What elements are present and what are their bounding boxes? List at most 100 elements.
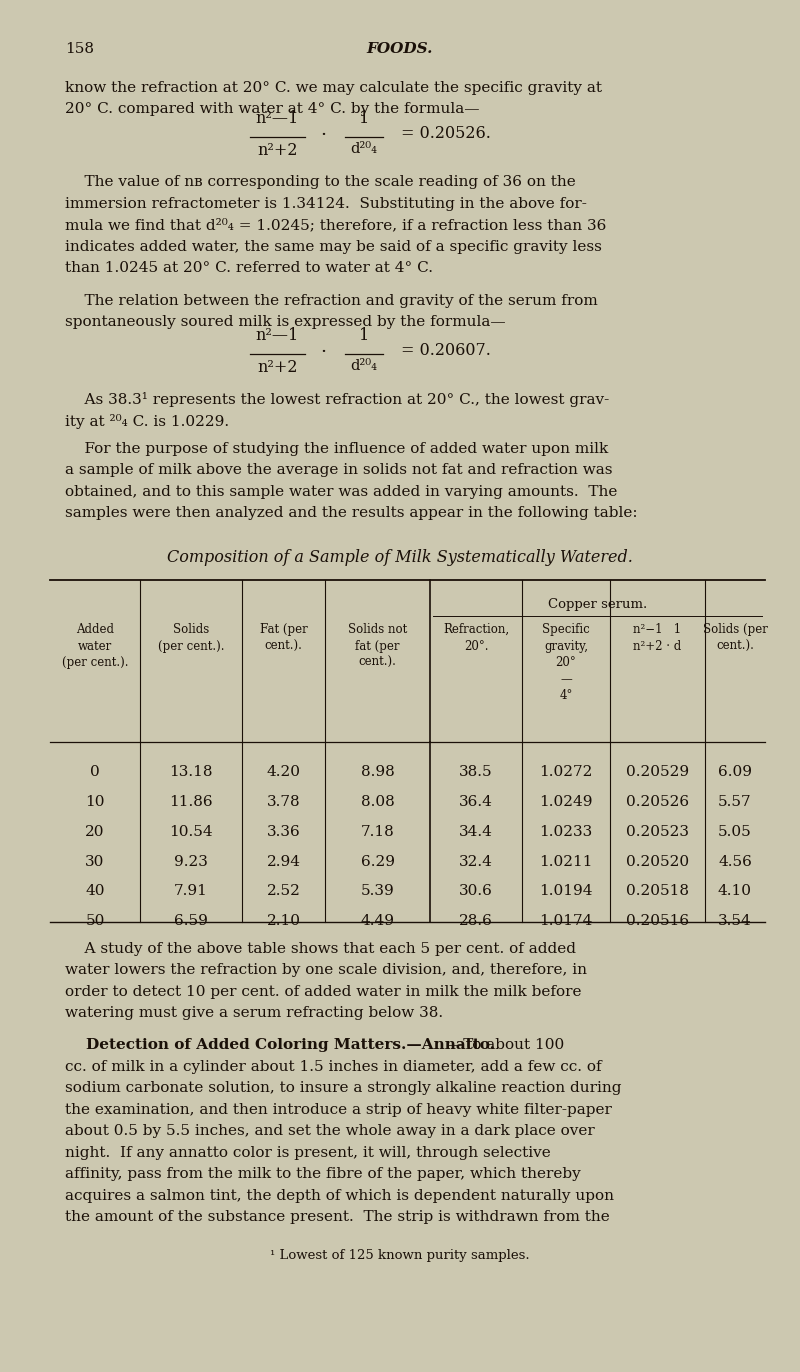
Text: 4.10: 4.10 [718, 885, 752, 899]
Text: 2.94: 2.94 [266, 855, 301, 868]
Text: 6.29: 6.29 [361, 855, 394, 868]
Text: 4.56: 4.56 [718, 855, 752, 868]
Text: 0.20526: 0.20526 [626, 794, 689, 809]
Text: d²⁰₄: d²⁰₄ [350, 141, 378, 155]
Text: (per cent.).: (per cent.). [158, 639, 224, 653]
Text: 7.18: 7.18 [361, 825, 394, 838]
Text: —To about 100: —To about 100 [448, 1039, 564, 1052]
Text: The value of nʙ corresponding to the scale reading of 36 on the: The value of nʙ corresponding to the sca… [65, 176, 576, 189]
Text: 5.39: 5.39 [361, 885, 394, 899]
Text: 20° C. compared with water at 4° C. by the formula—: 20° C. compared with water at 4° C. by t… [65, 102, 479, 117]
Text: night.  If any annatto color is present, it will, through selective: night. If any annatto color is present, … [65, 1146, 550, 1159]
Text: A study of the above table shows that each 5 per cent. of added: A study of the above table shows that ea… [65, 941, 576, 956]
Text: As 38.3¹ represents the lowest refraction at 20° C., the lowest grav-: As 38.3¹ represents the lowest refractio… [65, 392, 610, 407]
Text: 1.0211: 1.0211 [539, 855, 593, 868]
Text: 20°.: 20°. [464, 639, 488, 653]
Text: 4.20: 4.20 [266, 766, 301, 779]
Text: know the refraction at 20° C. we may calculate the specific gravity at: know the refraction at 20° C. we may cal… [65, 81, 602, 95]
Text: = 0.20607.: = 0.20607. [401, 342, 491, 359]
Text: ity at ²⁰₄ C. is 1.0229.: ity at ²⁰₄ C. is 1.0229. [65, 414, 229, 429]
Text: cent.).: cent.). [265, 639, 302, 653]
Text: samples were then analyzed and the results appear in the following table:: samples were then analyzed and the resul… [65, 506, 638, 520]
Text: 6.09: 6.09 [718, 766, 752, 779]
Text: 40: 40 [86, 885, 105, 899]
Text: 2.10: 2.10 [266, 914, 301, 929]
Text: 3.78: 3.78 [266, 794, 300, 809]
Text: 3.36: 3.36 [266, 825, 300, 838]
Text: n²—1: n²—1 [256, 110, 299, 126]
Text: 4°: 4° [559, 689, 573, 702]
Text: Copper serum.: Copper serum. [548, 598, 647, 611]
Text: 1: 1 [359, 327, 369, 344]
Text: cc. of milk in a cylinder about 1.5 inches in diameter, add a few cc. of: cc. of milk in a cylinder about 1.5 inch… [65, 1059, 602, 1074]
Text: Added: Added [76, 623, 114, 637]
Text: 50: 50 [86, 914, 105, 929]
Text: n²−1   1: n²−1 1 [634, 623, 682, 637]
Text: The relation between the refraction and gravity of the serum from: The relation between the refraction and … [65, 294, 598, 307]
Text: Specific: Specific [542, 623, 590, 637]
Text: n²+2: n²+2 [258, 141, 298, 159]
Text: 10: 10 [86, 794, 105, 809]
Text: 0.20516: 0.20516 [626, 914, 689, 929]
Text: 0.20520: 0.20520 [626, 855, 689, 868]
Text: 34.4: 34.4 [459, 825, 493, 838]
Text: 1.0272: 1.0272 [539, 766, 593, 779]
Text: watering must give a serum refracting below 38.: watering must give a serum refracting be… [65, 1006, 443, 1021]
Text: 1: 1 [359, 110, 369, 126]
Text: 4.49: 4.49 [361, 914, 394, 929]
Text: Detection of Added Coloring Matters.—Annatto.: Detection of Added Coloring Matters.—Ann… [65, 1039, 495, 1052]
Text: 0.20518: 0.20518 [626, 885, 689, 899]
Text: —: — [560, 672, 572, 686]
Text: ·: · [320, 126, 326, 144]
Text: 20°: 20° [556, 656, 576, 670]
Text: Solids (per: Solids (per [702, 623, 767, 637]
Text: 11.86: 11.86 [169, 794, 213, 809]
Text: n²—1: n²—1 [256, 327, 299, 344]
Text: 30.6: 30.6 [459, 885, 493, 899]
Text: 9.23: 9.23 [174, 855, 208, 868]
Text: n²+2: n²+2 [258, 358, 298, 376]
Text: 38.5: 38.5 [459, 766, 493, 779]
Text: ¹ Lowest of 125 known purity samples.: ¹ Lowest of 125 known purity samples. [270, 1249, 530, 1262]
Text: 20: 20 [86, 825, 105, 838]
Text: cent.).: cent.). [358, 656, 397, 670]
Text: 1.0233: 1.0233 [539, 825, 593, 838]
Text: 32.4: 32.4 [459, 855, 493, 868]
Text: Solids not: Solids not [348, 623, 407, 637]
Text: obtained, and to this sample water was added in varying amounts.  The: obtained, and to this sample water was a… [65, 484, 618, 499]
Text: indicates added water, the same may be said of a specific gravity less: indicates added water, the same may be s… [65, 240, 602, 254]
Text: FOODS.: FOODS. [367, 43, 433, 56]
Text: 10.54: 10.54 [169, 825, 213, 838]
Text: 1.0174: 1.0174 [539, 914, 593, 929]
Text: 30: 30 [86, 855, 105, 868]
Text: ·: · [320, 343, 326, 361]
Text: a sample of milk above the average in solids not fat and refraction was: a sample of milk above the average in so… [65, 464, 613, 477]
Text: water lowers the refraction by one scale division, and, therefore, in: water lowers the refraction by one scale… [65, 963, 587, 977]
Text: 2.52: 2.52 [266, 885, 301, 899]
Text: than 1.0245 at 20° C. referred to water at 4° C.: than 1.0245 at 20° C. referred to water … [65, 261, 433, 276]
Text: 1.0249: 1.0249 [539, 794, 593, 809]
Text: Composition of a Sample of Milk Systematically Watered.: Composition of a Sample of Milk Systemat… [167, 549, 633, 567]
Text: about 0.5 by 5.5 inches, and set the whole away in a dark place over: about 0.5 by 5.5 inches, and set the who… [65, 1125, 594, 1139]
Text: acquires a salmon tint, the depth of which is dependent naturally upon: acquires a salmon tint, the depth of whi… [65, 1190, 614, 1203]
Text: 3.54: 3.54 [718, 914, 752, 929]
Text: 7.91: 7.91 [174, 885, 208, 899]
Text: immersion refractometer is 1.34124.  Substituting in the above for-: immersion refractometer is 1.34124. Subs… [65, 196, 587, 211]
Text: 5.57: 5.57 [718, 794, 752, 809]
Text: mula we find that d²⁰₄ = 1.0245; therefore, if a refraction less than 36: mula we find that d²⁰₄ = 1.0245; therefo… [65, 218, 606, 232]
Text: Fat (per: Fat (per [260, 623, 307, 637]
Text: 0.20523: 0.20523 [626, 825, 689, 838]
Text: d²⁰₄: d²⁰₄ [350, 358, 378, 373]
Text: 28.6: 28.6 [459, 914, 493, 929]
Text: 158: 158 [65, 43, 94, 56]
Text: 6.59: 6.59 [174, 914, 208, 929]
Text: n²+2 · d: n²+2 · d [634, 639, 682, 653]
Text: Solids: Solids [173, 623, 209, 637]
Text: affinity, pass from the milk to the fibre of the paper, which thereby: affinity, pass from the milk to the fibr… [65, 1168, 581, 1181]
Text: 8.98: 8.98 [361, 766, 394, 779]
Text: = 0.20526.: = 0.20526. [401, 125, 491, 143]
Text: the amount of the substance present.  The strip is withdrawn from the: the amount of the substance present. The… [65, 1210, 610, 1224]
Text: cent.).: cent.). [716, 639, 754, 653]
Text: fat (per: fat (per [355, 639, 400, 653]
Text: For the purpose of studying the influence of added water upon milk: For the purpose of studying the influenc… [65, 442, 608, 456]
